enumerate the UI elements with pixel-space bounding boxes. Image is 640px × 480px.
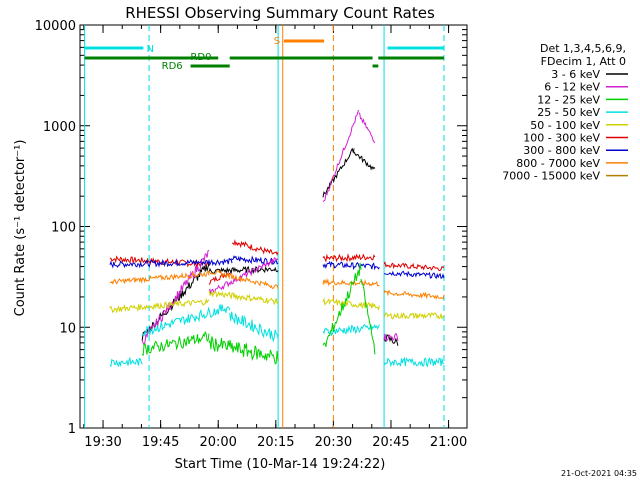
trace-12-25-kev: [141, 262, 376, 365]
trace-6-12-kev: [141, 109, 399, 347]
night-label: N: [147, 44, 154, 55]
y-tick-label: 10000: [35, 19, 76, 34]
legend-label: 300 - 800 keV: [523, 144, 600, 157]
x-tick-label: 20:45: [372, 435, 409, 450]
footer-timestamp: 21-Oct-2021 04:35: [561, 469, 637, 478]
legend-label: 12 - 25 keV: [537, 93, 600, 106]
traces: N S RD0 RD6: [84, 25, 445, 428]
x-tick-label: 20:00: [199, 435, 236, 450]
x-tick-label: 21:00: [430, 435, 467, 450]
legend-header-2: FDecim 1, Att 0: [541, 55, 626, 68]
trace-50-100-kev: [109, 290, 445, 320]
plot-frame: [79, 24, 468, 429]
legend-label: 3 - 6 keV: [551, 68, 600, 81]
chart-title: RHESSI Observing Summary Count Rates: [125, 4, 435, 22]
legend-label: 50 - 100 keV: [530, 119, 600, 132]
x-tick-label: 20:30: [315, 435, 352, 450]
x-tick-label: 19:45: [142, 435, 179, 450]
y-axis-label: Count Rate (s⁻¹ detector⁻¹): [13, 140, 28, 317]
y-tick-label: 100: [51, 221, 76, 236]
rd6-label: RD6: [162, 61, 183, 72]
rd0-label: RD0: [190, 52, 211, 63]
legend-label: 7000 - 15000 keV: [502, 170, 600, 183]
x-tick-label: 20:15: [257, 435, 294, 450]
trace-300-800-kev: [109, 255, 445, 280]
trace-3-6-kev: [141, 147, 399, 346]
y-tick-label: 10: [59, 321, 76, 336]
trace-25-50-kev: [109, 304, 445, 368]
legend-label: 25 - 50 keV: [537, 106, 600, 119]
saa-label: S: [274, 36, 280, 47]
y-tick-label: 1000: [43, 120, 76, 135]
x-axis-label: Start Time (10-Mar-14 19:24:22): [175, 457, 386, 472]
legend-label: 6 - 12 keV: [544, 81, 600, 94]
legend-label: 100 - 300 keV: [523, 132, 600, 145]
legend-label: 800 - 7000 keV: [516, 157, 600, 170]
y-tick-label: 1: [68, 422, 76, 437]
trace-800-7000-kev: [109, 270, 445, 300]
legend-header-1: Det 1,3,4,5,6,9,: [540, 42, 626, 55]
axes: 19:30 19:45 20:00 20:15 20:30 20:45 21:00 1 10 10…: [35, 19, 468, 450]
x-tick-label: 19:30: [84, 435, 121, 450]
